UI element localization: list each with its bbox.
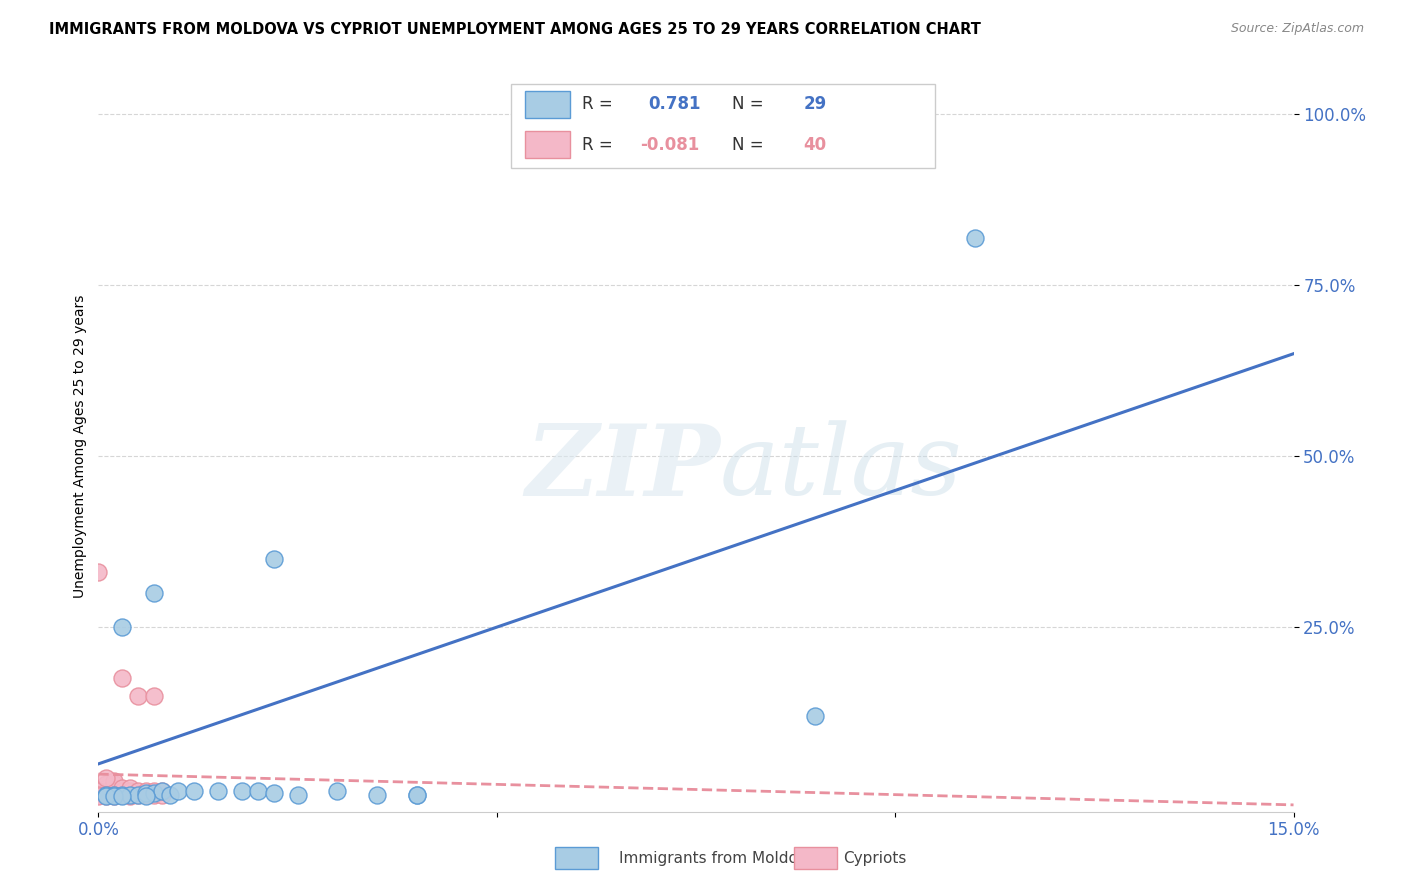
Point	[326, 784, 349, 798]
Point	[143, 786, 166, 800]
Text: 0.781: 0.781	[648, 95, 700, 113]
Point	[96, 788, 118, 802]
Point	[103, 789, 125, 803]
Point	[96, 789, 118, 803]
Point	[120, 788, 142, 802]
Point	[207, 784, 229, 798]
Point	[167, 784, 190, 798]
Text: N =: N =	[733, 136, 769, 153]
Point	[406, 788, 429, 802]
Point	[366, 788, 388, 802]
Point	[87, 789, 110, 803]
Point	[103, 788, 125, 802]
Text: R =: R =	[582, 95, 619, 113]
FancyBboxPatch shape	[524, 131, 571, 158]
Point	[111, 788, 134, 802]
Point	[135, 784, 157, 798]
Point	[103, 777, 125, 791]
Point	[96, 788, 118, 802]
Point	[103, 780, 125, 795]
Point	[135, 789, 157, 803]
Text: 29: 29	[804, 95, 827, 113]
Point	[111, 789, 134, 803]
Point	[87, 784, 110, 798]
Point	[127, 689, 149, 703]
Point	[231, 784, 253, 798]
Point	[150, 788, 173, 802]
Point	[96, 771, 118, 785]
Point	[111, 780, 134, 795]
Point	[143, 784, 166, 798]
Point	[143, 788, 166, 802]
Point	[143, 586, 166, 600]
Point	[111, 784, 134, 798]
Point	[111, 620, 134, 634]
Point	[135, 788, 157, 802]
Point	[127, 784, 149, 798]
Point	[120, 780, 142, 795]
Text: Cypriots: Cypriots	[844, 851, 907, 865]
FancyBboxPatch shape	[524, 91, 571, 118]
Point	[183, 784, 205, 798]
Point	[103, 788, 125, 802]
Point	[127, 788, 149, 802]
Point	[120, 784, 142, 798]
Point	[135, 786, 157, 800]
Point	[96, 784, 118, 798]
Text: ZIP: ZIP	[524, 420, 720, 516]
Point	[150, 784, 173, 798]
Point	[127, 788, 149, 802]
FancyBboxPatch shape	[510, 84, 935, 168]
Text: IMMIGRANTS FROM MOLDOVA VS CYPRIOT UNEMPLOYMENT AMONG AGES 25 TO 29 YEARS CORREL: IMMIGRANTS FROM MOLDOVA VS CYPRIOT UNEMP…	[49, 22, 981, 37]
Point	[287, 788, 309, 802]
Point	[103, 784, 125, 798]
Text: 40: 40	[804, 136, 827, 153]
Point	[87, 566, 110, 580]
Point	[96, 789, 118, 803]
Text: R =: R =	[582, 136, 619, 153]
Point	[87, 788, 110, 802]
Point	[246, 784, 269, 798]
Point	[96, 780, 118, 795]
Point	[96, 777, 118, 791]
Point	[96, 788, 118, 802]
Point	[406, 788, 429, 802]
Point	[103, 774, 125, 789]
Point	[87, 784, 110, 798]
Point	[120, 789, 142, 803]
Point	[143, 689, 166, 703]
Point	[120, 788, 142, 802]
Y-axis label: Unemployment Among Ages 25 to 29 years: Unemployment Among Ages 25 to 29 years	[73, 294, 87, 598]
Text: -0.081: -0.081	[640, 136, 699, 153]
Point	[150, 784, 173, 798]
Point	[804, 709, 827, 723]
Point	[103, 788, 125, 802]
Point	[263, 551, 285, 566]
Point	[263, 786, 285, 800]
Point	[159, 788, 181, 802]
Text: Source: ZipAtlas.com: Source: ZipAtlas.com	[1230, 22, 1364, 36]
Point	[103, 789, 125, 803]
Text: N =: N =	[733, 95, 769, 113]
Point	[111, 672, 134, 686]
Point	[96, 788, 118, 802]
Point	[87, 788, 110, 802]
Text: Immigrants from Moldova: Immigrants from Moldova	[619, 851, 815, 865]
Point	[111, 788, 134, 802]
Text: atlas: atlas	[720, 420, 963, 516]
Point	[87, 788, 110, 802]
Point	[963, 230, 986, 244]
